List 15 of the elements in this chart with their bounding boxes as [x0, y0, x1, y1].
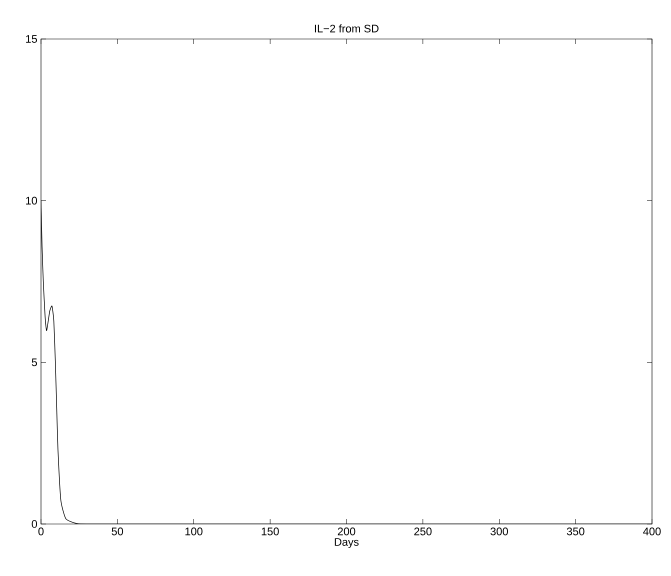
x-tick-label: 50: [112, 528, 124, 536]
y-tick-label: 10: [26, 196, 38, 205]
x-tick-label: 200: [338, 528, 356, 536]
y-tick-label: 0: [32, 520, 38, 528]
x-tick-label: 150: [262, 528, 279, 536]
x-tick-label: 0: [38, 528, 44, 536]
x-tick-label: 400: [643, 528, 661, 536]
x-tick-label: 350: [566, 528, 584, 536]
chart-title: IL−2 from SD: [314, 24, 379, 32]
x-tick-label: 100: [185, 528, 202, 536]
y-tick-label: 5: [32, 358, 37, 366]
y-tick-label: 15: [26, 35, 37, 43]
x-tick-label: 250: [414, 528, 432, 536]
x-axis-title: Days: [334, 538, 359, 548]
x-tick-label: 300: [490, 528, 508, 536]
